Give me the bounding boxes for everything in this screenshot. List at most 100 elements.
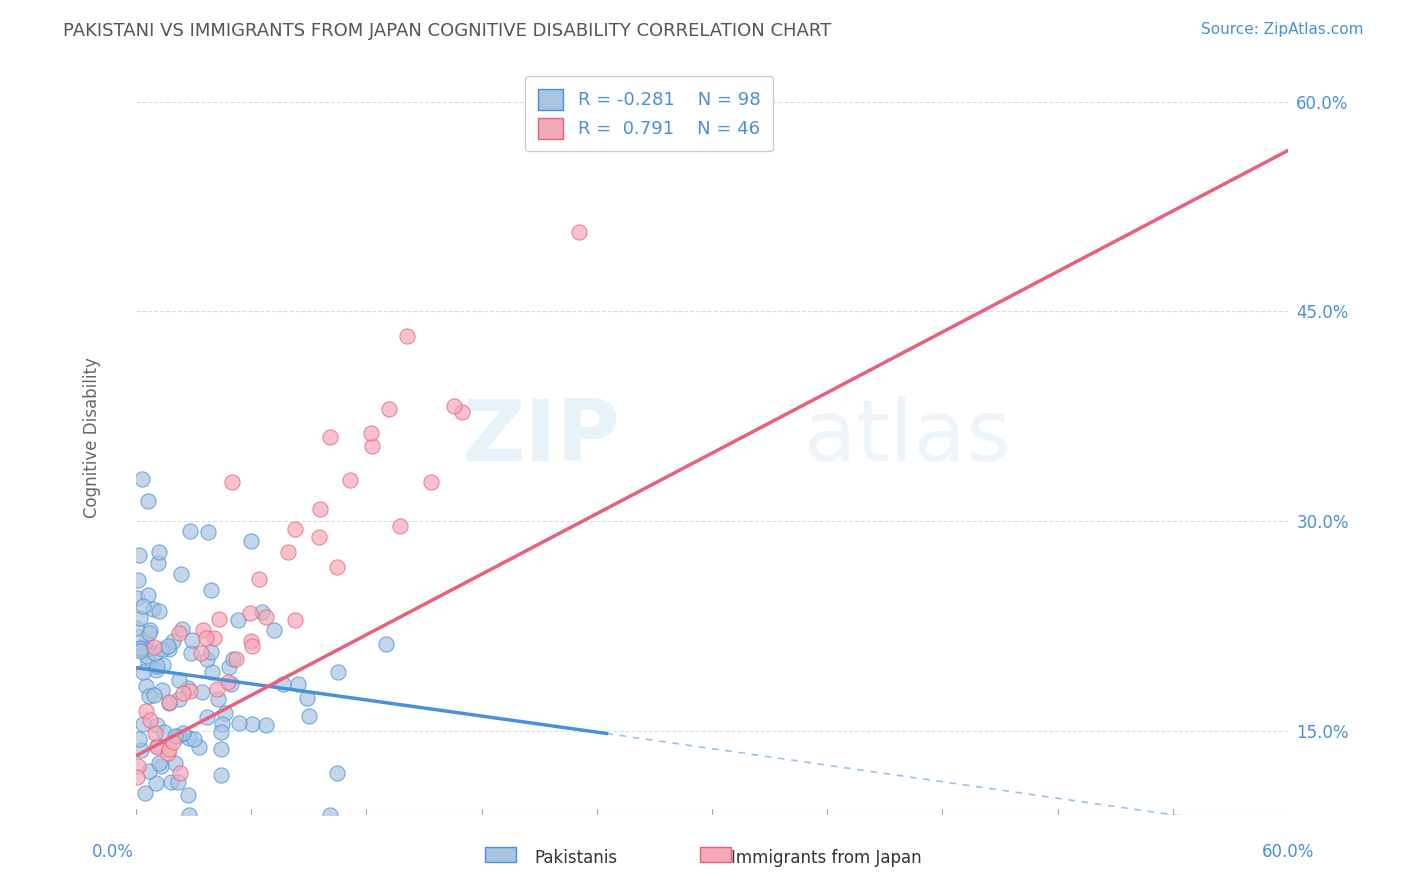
Point bbox=[209, 741, 232, 756]
Point bbox=[451, 404, 474, 418]
Point bbox=[128, 731, 150, 746]
Point bbox=[250, 605, 273, 619]
Text: PAKISTANI VS IMMIGRANTS FROM JAPAN COGNITIVE DISABILITY CORRELATION CHART: PAKISTANI VS IMMIGRANTS FROM JAPAN COGNI… bbox=[63, 22, 831, 40]
Point bbox=[195, 631, 218, 645]
Point bbox=[142, 602, 165, 616]
Point bbox=[169, 766, 191, 780]
Point bbox=[156, 746, 179, 760]
Point bbox=[159, 742, 181, 756]
Point bbox=[360, 426, 382, 441]
Point bbox=[326, 665, 349, 679]
Point bbox=[284, 613, 307, 627]
Point bbox=[420, 475, 443, 489]
Point bbox=[239, 633, 262, 648]
Text: atlas: atlas bbox=[804, 395, 1012, 479]
Point bbox=[127, 573, 149, 587]
Point bbox=[339, 473, 361, 487]
Point bbox=[150, 682, 173, 697]
Point bbox=[136, 588, 159, 602]
Point bbox=[146, 739, 169, 754]
Point bbox=[271, 677, 294, 691]
Point bbox=[309, 502, 332, 516]
Point bbox=[361, 439, 384, 453]
Point bbox=[131, 743, 153, 757]
Point bbox=[239, 533, 262, 548]
Point bbox=[157, 642, 180, 657]
Point bbox=[211, 716, 233, 731]
Point bbox=[226, 613, 249, 627]
Point bbox=[326, 560, 349, 574]
Point bbox=[200, 645, 222, 659]
Point bbox=[146, 739, 169, 753]
Point bbox=[128, 630, 150, 644]
Point bbox=[166, 729, 188, 743]
Point bbox=[247, 572, 270, 586]
Point bbox=[167, 774, 190, 789]
Point bbox=[568, 225, 591, 239]
Point bbox=[191, 685, 214, 699]
Point bbox=[139, 713, 162, 727]
Point bbox=[228, 716, 250, 731]
Point bbox=[132, 599, 155, 613]
Point bbox=[378, 401, 401, 416]
Point bbox=[254, 610, 277, 624]
Point bbox=[277, 545, 299, 559]
Point bbox=[298, 709, 321, 723]
Text: 0.0%: 0.0% bbox=[91, 843, 134, 861]
Point bbox=[143, 725, 166, 739]
Point bbox=[240, 717, 263, 731]
Point bbox=[148, 603, 170, 617]
Point bbox=[132, 716, 155, 731]
Point bbox=[128, 611, 150, 625]
Point bbox=[148, 756, 170, 770]
Point bbox=[138, 624, 160, 638]
Point bbox=[135, 679, 157, 693]
Point bbox=[165, 756, 187, 771]
Point bbox=[389, 519, 412, 533]
Point bbox=[157, 696, 180, 710]
Point bbox=[179, 684, 201, 698]
Point bbox=[134, 786, 156, 800]
Point bbox=[162, 735, 184, 749]
Point bbox=[143, 688, 166, 702]
Point bbox=[202, 631, 225, 645]
Point bbox=[209, 725, 232, 739]
Point bbox=[129, 643, 152, 657]
Point bbox=[146, 556, 169, 570]
Point bbox=[128, 641, 150, 656]
Point bbox=[263, 623, 285, 637]
Point bbox=[177, 807, 200, 822]
Point bbox=[157, 639, 180, 653]
Point bbox=[153, 725, 176, 739]
Point bbox=[222, 652, 245, 666]
Point bbox=[127, 770, 149, 784]
Point bbox=[172, 686, 194, 700]
Point bbox=[443, 400, 465, 414]
Point bbox=[138, 689, 160, 703]
Point bbox=[143, 646, 166, 660]
Point bbox=[146, 718, 169, 732]
Point bbox=[134, 642, 156, 657]
Point bbox=[135, 634, 157, 648]
Point bbox=[181, 632, 204, 647]
Point bbox=[145, 663, 167, 677]
Point bbox=[176, 681, 198, 695]
Point bbox=[125, 621, 148, 635]
Point bbox=[207, 612, 229, 626]
Point bbox=[135, 704, 157, 718]
Point bbox=[128, 548, 150, 562]
Point bbox=[214, 706, 236, 720]
Point bbox=[187, 739, 209, 754]
Point bbox=[136, 655, 159, 669]
Point bbox=[160, 774, 183, 789]
Point bbox=[308, 530, 330, 544]
Point bbox=[195, 709, 218, 723]
Point bbox=[239, 607, 262, 621]
Point bbox=[152, 658, 174, 673]
Point bbox=[177, 731, 200, 745]
Text: Cognitive Disability: Cognitive Disability bbox=[83, 357, 101, 517]
Point bbox=[127, 591, 149, 605]
Point bbox=[150, 642, 173, 657]
Point bbox=[150, 759, 173, 773]
Point bbox=[284, 522, 307, 536]
